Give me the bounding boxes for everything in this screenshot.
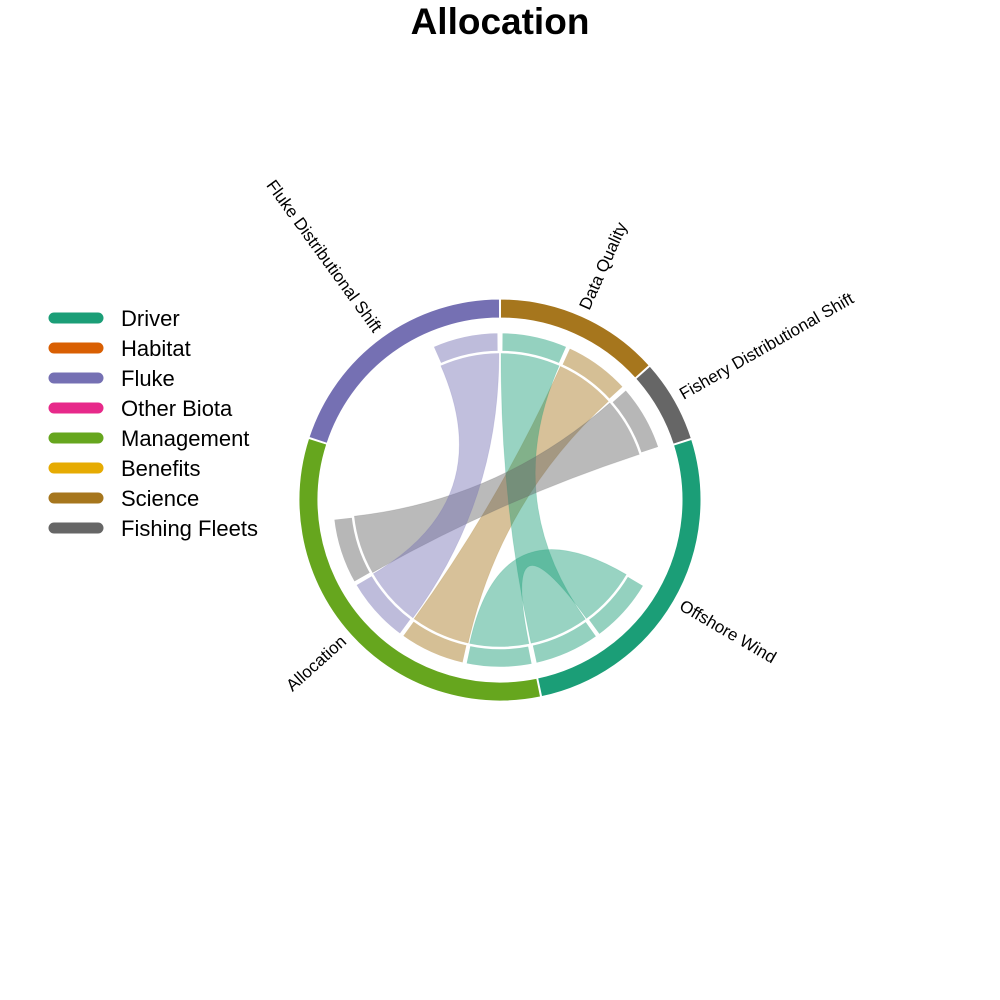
inner-block-offshore-wind bbox=[529, 618, 600, 666]
legend-label: Benefits bbox=[121, 456, 201, 481]
legend-item: Other Biota bbox=[48, 396, 233, 421]
sector-label-fishery-distributional-shift: Fishery Distributional Shift bbox=[676, 289, 857, 404]
legend-item: Fishing Fleets bbox=[48, 516, 258, 541]
sector-label-fluke-distributional-shift: Fluke Distributional Shift bbox=[263, 176, 386, 336]
sector-arc-allocation bbox=[298, 437, 542, 702]
legend-label: Fluke bbox=[121, 366, 175, 391]
inner-block-allocation bbox=[463, 643, 535, 670]
legend-label: Driver bbox=[121, 306, 180, 331]
sector-label-allocation: Allocation bbox=[283, 632, 351, 695]
legend-item: Fluke bbox=[48, 366, 175, 391]
legend-label: Other Biota bbox=[121, 396, 233, 421]
chart-title: Allocation bbox=[411, 1, 590, 42]
chord-links bbox=[352, 351, 642, 649]
inner-block-fishery-distributional-shift bbox=[609, 387, 662, 456]
legend-label: Science bbox=[121, 486, 199, 511]
legend-item: Habitat bbox=[48, 336, 191, 361]
inner-block-data-quality bbox=[559, 345, 626, 403]
legend-label: Fishing Fleets bbox=[121, 516, 258, 541]
sector-arc-fishery-distributional-shift bbox=[635, 365, 692, 445]
inner-block-data-quality bbox=[499, 330, 570, 367]
sector-arc-data-quality bbox=[499, 298, 650, 379]
legend: Driver Habitat Fluke Other Biota Management B… bbox=[48, 306, 258, 541]
inner-block-allocation bbox=[331, 514, 374, 585]
legend-label: Habitat bbox=[121, 336, 191, 361]
sector-arc-fluke-distributional-shift bbox=[308, 298, 501, 444]
sector-label-data-quality: Data Quality bbox=[576, 219, 632, 313]
inner-track bbox=[331, 330, 662, 670]
inner-block-allocation bbox=[399, 618, 470, 666]
legend-item: Management bbox=[48, 426, 249, 451]
sector-label-offshore-wind: Offshore Wind bbox=[676, 596, 779, 667]
legend-item: Benefits bbox=[48, 456, 201, 481]
legend-label: Management bbox=[121, 426, 249, 451]
inner-block-allocation bbox=[353, 572, 414, 637]
inner-block-fluke-distributional-shift bbox=[430, 330, 501, 367]
outer-track bbox=[298, 298, 702, 702]
legend-item: Science bbox=[48, 486, 199, 511]
sector-arc-offshore-wind bbox=[537, 438, 702, 698]
inner-block-offshore-wind bbox=[585, 573, 647, 638]
legend-item: Driver bbox=[48, 306, 180, 331]
